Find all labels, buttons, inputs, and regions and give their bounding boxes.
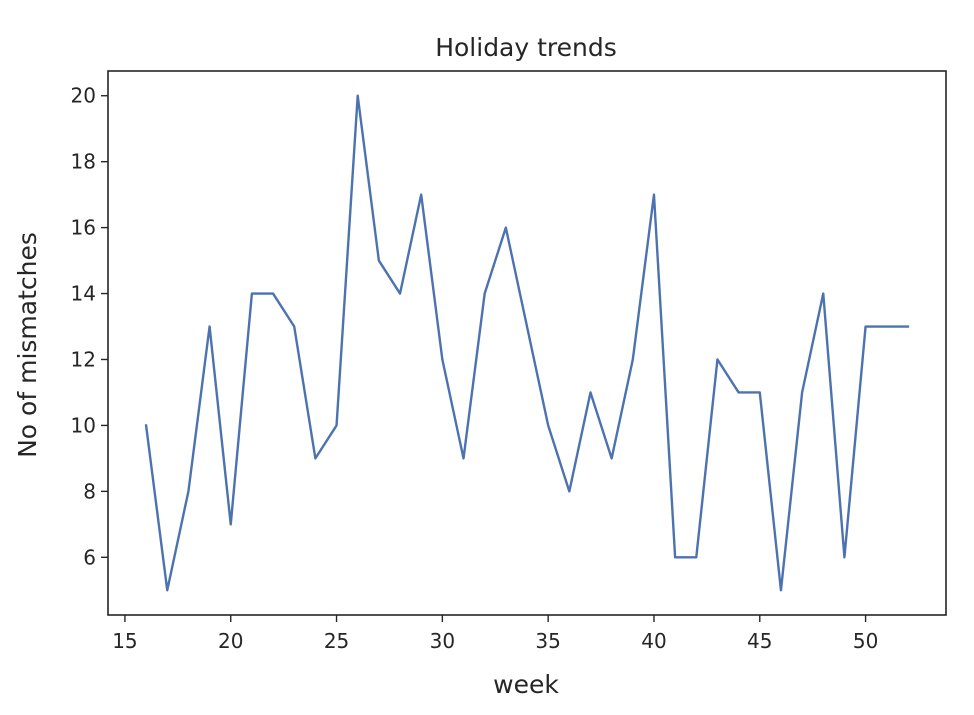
x-tick-label: 45 bbox=[747, 629, 772, 653]
x-tick-label: 50 bbox=[853, 629, 878, 653]
y-tick-label: 20 bbox=[71, 84, 96, 108]
series-line bbox=[144, 94, 910, 592]
plot-area-frame bbox=[107, 70, 947, 616]
y-tick-label: 16 bbox=[71, 216, 96, 240]
series-layer bbox=[144, 94, 910, 592]
y-tick-label: 14 bbox=[71, 282, 96, 306]
x-tick-label: 40 bbox=[641, 629, 666, 653]
x-tick-label: 15 bbox=[112, 629, 137, 653]
x-tick-label: 30 bbox=[430, 629, 455, 653]
y-axis-ticks: 6 8 10 12 14 16 18 20 bbox=[71, 84, 108, 569]
y-tick-label: 18 bbox=[71, 150, 96, 174]
y-tick-label: 12 bbox=[71, 347, 96, 371]
x-axis-label: week bbox=[493, 670, 559, 699]
y-tick-label: 8 bbox=[83, 479, 96, 503]
chart-title: Holiday trends bbox=[435, 33, 617, 62]
y-tick-label: 10 bbox=[71, 413, 96, 437]
x-axis-ticks: 15 20 25 30 35 40 45 50 bbox=[112, 615, 878, 653]
y-tick-label: 6 bbox=[83, 545, 96, 569]
x-tick-label: 25 bbox=[324, 629, 349, 653]
y-axis-label: No of mismatches bbox=[13, 232, 42, 458]
x-tick-label: 20 bbox=[218, 629, 243, 653]
x-tick-label: 35 bbox=[535, 629, 560, 653]
